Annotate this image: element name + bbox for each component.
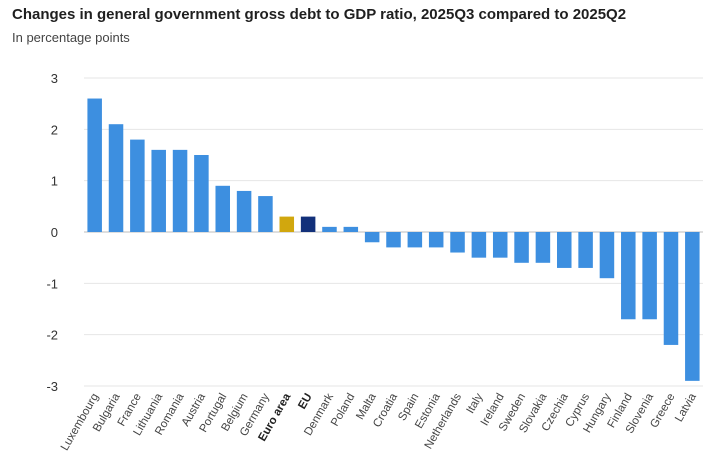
- bar-germany: [258, 196, 273, 232]
- y-axis-ticks: 3 2 1 0 -1 -2 -3: [46, 71, 58, 394]
- bar-latvia: [685, 232, 700, 381]
- bar-spain: [407, 232, 423, 248]
- bar-poland: [343, 226, 359, 232]
- bar-croatia: [386, 232, 401, 248]
- x-axis-labels: LuxembourgBulgariaFranceLithuaniaRomania…: [59, 391, 699, 453]
- y-tick-label: -2: [46, 328, 58, 343]
- bar-eu: [300, 216, 316, 232]
- bar-denmark: [322, 226, 337, 232]
- bar-netherlands: [450, 232, 465, 253]
- bar-italy: [471, 232, 487, 258]
- bar-greece: [663, 232, 679, 345]
- y-tick-label: -3: [46, 379, 58, 394]
- bar-portugal: [215, 185, 230, 232]
- bar-lithuania: [151, 149, 166, 232]
- bars: [87, 98, 700, 381]
- x-label-italy: Italy: [465, 391, 486, 415]
- bar-estonia: [428, 232, 444, 248]
- bar-slovenia: [642, 232, 657, 320]
- bar-luxembourg: [87, 98, 102, 233]
- x-label-latvia: Latvia: [673, 391, 699, 424]
- bar-france: [130, 139, 145, 232]
- bar-finland: [621, 232, 636, 320]
- y-tick-label: 0: [51, 225, 58, 240]
- y-tick-label: 1: [51, 174, 58, 189]
- bar-romania: [172, 149, 188, 232]
- bar-czechia: [557, 232, 572, 268]
- bar-ireland: [492, 232, 508, 258]
- y-tick-label: 2: [51, 122, 58, 137]
- chart-subtitle: In percentage points: [12, 30, 130, 45]
- x-label-eu: EU: [296, 392, 314, 412]
- y-tick-label: 3: [51, 71, 58, 86]
- bar-slovakia: [535, 232, 551, 263]
- bar-malta: [364, 232, 380, 243]
- bar-belgium: [236, 190, 252, 232]
- chart-title: Changes in general government gross debt…: [12, 6, 627, 23]
- bar-sweden: [514, 232, 529, 263]
- bar-cyprus: [578, 232, 593, 268]
- bar-austria: [194, 155, 209, 232]
- bar-bulgaria: [108, 124, 124, 232]
- bar-euro-area: [279, 216, 295, 232]
- y-tick-label: -1: [46, 276, 58, 291]
- bar-hungary: [599, 232, 615, 279]
